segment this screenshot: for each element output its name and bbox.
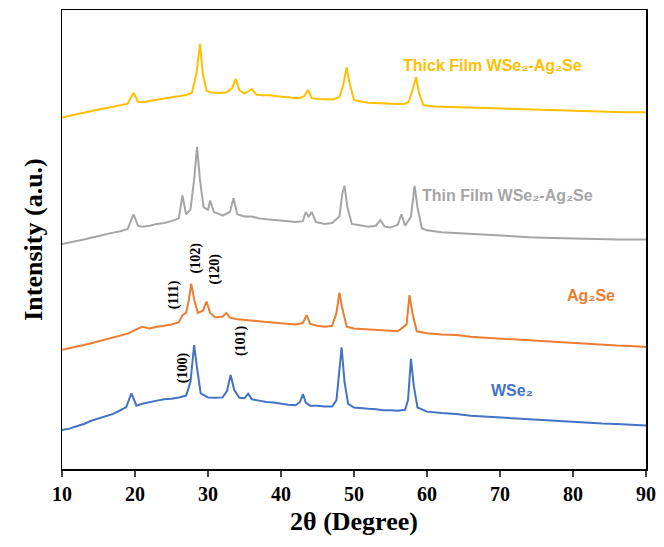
svg-text:40: 40 xyxy=(271,483,291,505)
svg-text:90: 90 xyxy=(636,483,656,505)
svg-text:50: 50 xyxy=(344,483,364,505)
svg-text:(100): (100) xyxy=(175,353,191,384)
svg-text:2θ (Degree): 2θ (Degree) xyxy=(290,507,418,536)
svg-text:Thin Film WSe₂-Ag₂Se: Thin Film WSe₂-Ag₂Se xyxy=(422,187,593,204)
svg-text:20: 20 xyxy=(125,483,145,505)
svg-text:(101): (101) xyxy=(233,325,249,356)
svg-text:(111): (111) xyxy=(166,280,182,309)
svg-text:Intensity (a.u.): Intensity (a.u.) xyxy=(19,158,48,321)
svg-text:Ag₂Se: Ag₂Se xyxy=(567,287,615,304)
svg-text:30: 30 xyxy=(198,483,218,505)
svg-text:Thick Film WSe₂-Ag₂Se: Thick Film WSe₂-Ag₂Se xyxy=(403,57,582,74)
svg-text:(120): (120) xyxy=(207,254,223,285)
svg-text:(102): (102) xyxy=(188,243,204,274)
svg-text:70: 70 xyxy=(490,483,510,505)
svg-text:10: 10 xyxy=(52,483,72,505)
svg-text:WSe₂: WSe₂ xyxy=(491,382,533,399)
svg-text:80: 80 xyxy=(563,483,583,505)
svg-text:60: 60 xyxy=(417,483,437,505)
